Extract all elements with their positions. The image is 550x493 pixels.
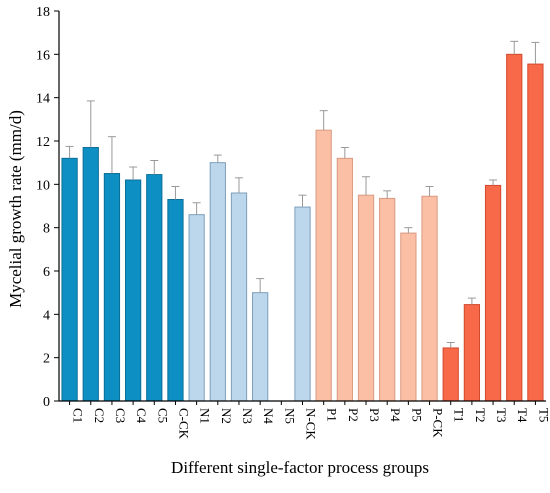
bar-p2	[336, 157, 353, 402]
axes-layer	[54, 10, 546, 405]
bar-n4	[252, 292, 269, 402]
bar-n2	[209, 162, 226, 402]
x-tick-label-c5: C5	[155, 408, 170, 423]
x-tick-label-c1: C1	[71, 408, 86, 423]
error-bar-p2	[340, 147, 349, 159]
error-bar-p4	[383, 190, 392, 199]
y-tick-label-10: 10	[36, 178, 50, 193]
error-bar-n2	[213, 154, 222, 163]
bar-t3	[484, 184, 502, 402]
error-bar-p5	[404, 227, 413, 234]
y-tick-label-0: 0	[43, 395, 50, 410]
bar-p4	[379, 197, 396, 402]
x-tick-label-c3: C3	[113, 408, 128, 423]
bar-c5	[146, 174, 163, 402]
error-bar-t3	[489, 179, 498, 186]
bar-n1	[188, 214, 205, 402]
x-tick-label-n1: N1	[198, 408, 213, 424]
x-tick-label-p5: P5	[409, 408, 424, 422]
error-bar-p-ck	[425, 186, 434, 197]
bar-c4	[124, 179, 142, 402]
bar-c-ck	[167, 199, 184, 402]
x-tick-label-p3: P3	[367, 408, 382, 422]
bar-t4	[506, 53, 523, 402]
x-tick-label-t5: T5	[536, 408, 550, 422]
x-tick-label-p1: P1	[325, 408, 340, 422]
error-bar-p1	[319, 110, 328, 131]
x-tick-label-t1: T1	[452, 408, 467, 422]
bar-t1	[442, 347, 459, 402]
y-tick-label-18: 18	[36, 5, 50, 20]
x-tick-label-c-ck: C-CK	[176, 408, 191, 440]
bar-c3	[103, 173, 121, 402]
error-bar-c1	[65, 145, 74, 159]
bars-layer	[61, 53, 544, 402]
bar-p5	[400, 232, 417, 402]
y-tick-label-12: 12	[36, 135, 50, 150]
bar-n-ck	[294, 206, 311, 402]
x-tick-label-t4: T4	[515, 408, 530, 423]
error-bar-c-ck	[171, 186, 180, 200]
x-tick-label-n2: N2	[219, 408, 234, 424]
x-tick-label-p2: P2	[346, 408, 361, 422]
x-tick-label-t3: T3	[494, 408, 509, 422]
x-tick-label-p-ck: P-CK	[431, 408, 446, 438]
bar-n3	[230, 192, 248, 402]
error-bar-n-ck	[298, 194, 307, 208]
x-tick-label-n5: N5	[282, 408, 297, 424]
labels-layer: C1 C2 C3 C4 C5 C-CK N1 N2 N3 N4 N5 N-CK P1 P2 P3 P4 P5 P-…	[36, 5, 550, 440]
bar-p3	[357, 194, 375, 402]
x-tick-label-c4: C4	[134, 408, 149, 424]
error-bar-c3	[107, 136, 116, 174]
x-tick-label-c2: C2	[92, 408, 107, 423]
error-bars-layer	[65, 40, 540, 348]
error-bar-c4	[129, 166, 138, 180]
y-tick-label-14: 14	[36, 92, 50, 107]
bar-p1	[315, 129, 332, 402]
bar-c1	[61, 157, 78, 402]
y-tick-label-2: 2	[43, 352, 50, 367]
error-bar-t2	[467, 297, 476, 305]
error-bar-n1	[192, 202, 201, 215]
bar-t2	[463, 304, 481, 402]
y-axis-title: Mycelial growth rate (mm/d)	[6, 110, 25, 308]
y-tick-label-4: 4	[43, 308, 50, 323]
x-tick-label-n4: N4	[261, 408, 276, 424]
x-axis-title: Different single-factor process groups	[171, 458, 429, 477]
error-bar-c2	[86, 100, 95, 148]
x-tick-label-n3: N3	[240, 408, 255, 424]
x-tick-label-n-ck: N-CK	[304, 408, 319, 440]
error-bar-c5	[150, 160, 159, 175]
y-tick-label-16: 16	[36, 48, 50, 63]
bar-p-ck	[421, 195, 438, 402]
bar-t5	[527, 63, 544, 402]
x-tick-label-t2: T2	[473, 408, 488, 422]
error-bar-n3	[234, 177, 243, 193]
error-bar-t4	[510, 40, 519, 55]
x-tick-label-p4: P4	[388, 408, 403, 422]
error-bar-t1	[446, 342, 455, 348]
error-bar-t5	[531, 41, 540, 65]
bar-c2	[82, 147, 99, 402]
error-bar-p3	[362, 176, 371, 196]
error-bar-n4	[256, 278, 265, 293]
y-tick-label-8: 8	[43, 222, 50, 237]
y-tick-label-6: 6	[43, 265, 50, 280]
